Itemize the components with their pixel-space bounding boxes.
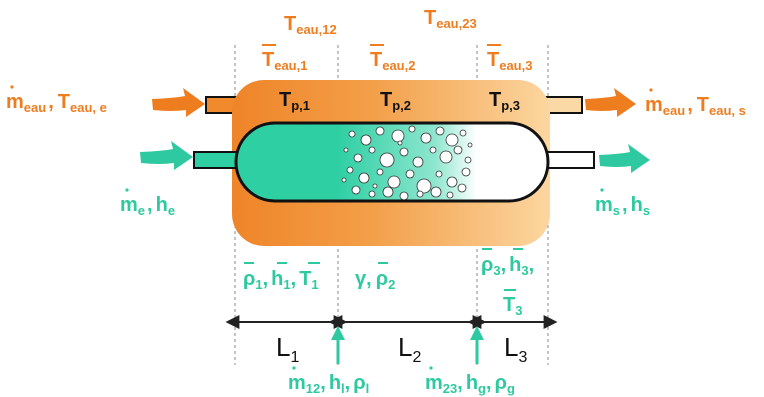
bubble bbox=[457, 183, 467, 193]
water-outlet-label: meau, Teau, s bbox=[645, 88, 746, 118]
svg-text:ρ1,h1,T1: ρ1, h1, T1 bbox=[243, 268, 319, 292]
bubble bbox=[360, 134, 372, 146]
bubble bbox=[453, 145, 463, 155]
inner-tube-contents bbox=[236, 123, 548, 201]
bubble bbox=[368, 190, 376, 198]
bubble bbox=[461, 167, 471, 177]
water-inlet-arrow bbox=[152, 88, 205, 117]
bubble bbox=[368, 146, 376, 154]
bubble bbox=[420, 132, 432, 144]
bubbles bbox=[341, 125, 473, 201]
svg-text:me,he: me, he bbox=[120, 194, 175, 218]
length-label-3: L3 bbox=[504, 332, 527, 366]
wall-temp-2: Tp,2 bbox=[380, 89, 411, 113]
svg-text:m12,hl,ρl: m12, hl, ρl bbox=[288, 372, 369, 396]
svg-text:Teau,1: Teau,1 bbox=[262, 49, 307, 73]
svg-text:Teau,3: Teau,3 bbox=[487, 49, 532, 73]
fluid-outlet-pipe bbox=[543, 151, 595, 169]
mean-water-temp-2: Teau,2 bbox=[370, 44, 415, 73]
svg-text:ρ3,h3,: ρ3, h3, bbox=[481, 254, 534, 278]
zone-1-properties: ρ1, h1, T1 bbox=[243, 262, 320, 292]
wall-temp-3: Tp,3 bbox=[489, 89, 520, 113]
bubble bbox=[353, 153, 363, 163]
bubble bbox=[416, 190, 424, 198]
bubble bbox=[445, 133, 459, 147]
bubble bbox=[446, 176, 458, 188]
bubble bbox=[405, 169, 415, 179]
bubble bbox=[408, 125, 416, 133]
mean-water-temp-1: Teau,1 bbox=[262, 44, 307, 73]
bubble bbox=[446, 191, 454, 199]
bubble bbox=[464, 156, 472, 164]
zone-boundaries bbox=[234, 45, 549, 365]
fluid-inlet-pipe bbox=[193, 151, 241, 169]
interface-arrow-23-head bbox=[470, 326, 484, 340]
bubble bbox=[346, 166, 354, 174]
liquid-zone bbox=[236, 123, 338, 201]
length-label-1: L1 bbox=[276, 332, 299, 366]
svg-text:m23,hg,ρg: m23, hg, ρg bbox=[425, 372, 515, 396]
interface-flow-23: m23, hg, ρg bbox=[425, 366, 515, 396]
bubble bbox=[376, 168, 384, 176]
bubble bbox=[379, 152, 395, 168]
fluid-inlet-arrow bbox=[140, 141, 193, 170]
bubble bbox=[467, 142, 473, 148]
zone-3-properties: ρ3, h3, T3 bbox=[481, 248, 534, 318]
bubble bbox=[351, 185, 361, 195]
water-outlet-arrow bbox=[585, 88, 636, 117]
svg-text:meau,Teau, e: meau, Teau, e bbox=[6, 91, 107, 115]
fluid-inlet-label: me, he bbox=[120, 188, 175, 218]
bubble bbox=[387, 175, 401, 189]
svg-text:ms,hs: ms, hs bbox=[595, 194, 650, 218]
bubble bbox=[430, 186, 442, 198]
inner-tube-outline bbox=[234, 121, 550, 203]
t-eau-12-label: Teau,12 bbox=[284, 13, 337, 37]
bubble bbox=[391, 129, 405, 143]
fluid-outlet-arrow bbox=[599, 144, 650, 173]
bubble bbox=[439, 150, 453, 164]
wall-temp-1: Tp,1 bbox=[279, 89, 310, 113]
bubble bbox=[412, 156, 424, 168]
svg-text:T3: T3 bbox=[503, 294, 522, 318]
interface-flow-12: m12, hl, ρl bbox=[288, 366, 369, 396]
interface-arrow-12-head bbox=[331, 326, 345, 340]
interface-arrows bbox=[331, 326, 484, 364]
mean-water-temp-3: Teau,3 bbox=[487, 44, 532, 73]
bubble bbox=[348, 130, 356, 138]
bubble bbox=[435, 126, 445, 136]
length-label-2: L2 bbox=[398, 332, 421, 366]
svg-text:meau,Teau, s: meau, Teau, s bbox=[645, 94, 746, 118]
svg-text:γ,ρ2: γ, ρ2 bbox=[355, 268, 395, 292]
bubble bbox=[372, 183, 378, 189]
bubble bbox=[399, 147, 409, 157]
t-eau-23-label: Teau,23 bbox=[424, 7, 477, 31]
bubble bbox=[399, 191, 409, 201]
bubble bbox=[429, 146, 437, 154]
fluid-outlet-label: ms, hs bbox=[595, 188, 650, 218]
water-inlet-label: meau, Teau, e bbox=[6, 85, 107, 115]
bubble bbox=[382, 186, 394, 198]
bubble bbox=[416, 178, 432, 194]
svg-text:Teau,2: Teau,2 bbox=[370, 49, 415, 73]
bubble bbox=[435, 170, 443, 178]
bubble bbox=[343, 147, 349, 153]
bubble bbox=[375, 126, 385, 136]
bubble bbox=[341, 177, 347, 183]
bubble bbox=[397, 140, 403, 146]
zone-2-properties: γ, ρ2 bbox=[355, 262, 395, 292]
bubble bbox=[459, 129, 467, 137]
bubble bbox=[358, 172, 370, 184]
